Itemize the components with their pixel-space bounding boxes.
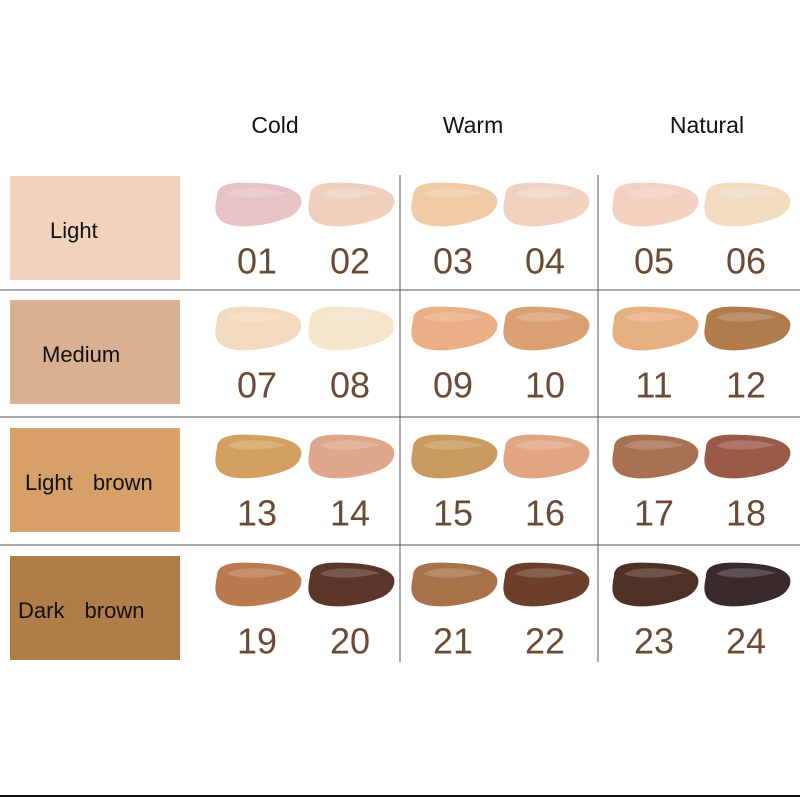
shade-swatch <box>215 182 302 227</box>
shade-swatch <box>704 562 791 607</box>
shade-highlight <box>320 188 380 198</box>
column-header: Natural <box>670 112 744 138</box>
shade-number: 21 <box>433 621 473 662</box>
shade-swatch <box>612 306 699 351</box>
shade-swatch <box>308 182 395 227</box>
shade-highlight <box>624 440 684 450</box>
shade-highlight <box>624 312 684 322</box>
shade-highlight <box>716 440 776 450</box>
shade-highlight <box>423 568 483 578</box>
shade-number: 04 <box>525 241 565 282</box>
shade-swatch <box>503 306 590 351</box>
shade-swatch <box>411 306 498 351</box>
shade-number: 17 <box>634 493 674 534</box>
shade-swatch <box>612 434 699 479</box>
shade-highlight <box>320 312 380 322</box>
shade-swatch <box>612 182 699 227</box>
shade-number: 15 <box>433 493 473 534</box>
shade-number: 07 <box>237 365 277 406</box>
shade-number: 24 <box>726 621 766 662</box>
category-label: Light brown <box>25 470 153 495</box>
shade-swatch <box>411 182 498 227</box>
shade-swatch <box>215 306 302 351</box>
category-swatch <box>10 300 180 404</box>
shade-swatch <box>503 434 590 479</box>
shade-number: 19 <box>237 621 277 662</box>
shade-highlight <box>624 568 684 578</box>
shade-swatch <box>704 306 791 351</box>
shade-number: 03 <box>433 241 473 282</box>
shade-number: 12 <box>726 365 766 406</box>
shade-swatch <box>503 562 590 607</box>
shade-swatch <box>308 562 395 607</box>
shade-highlight <box>423 188 483 198</box>
shade-highlight <box>515 188 575 198</box>
shade-number: 23 <box>634 621 674 662</box>
shade-highlight <box>515 440 575 450</box>
shade-highlight <box>515 312 575 322</box>
shade-number: 22 <box>525 621 565 662</box>
column-header: Cold <box>251 112 298 138</box>
shade-swatch <box>308 434 395 479</box>
shade-number: 11 <box>635 365 672 406</box>
shade-swatch <box>612 562 699 607</box>
shade-highlight <box>515 568 575 578</box>
shade-highlight <box>320 568 380 578</box>
shade-highlight <box>227 440 287 450</box>
shade-number: 01 <box>237 241 277 282</box>
shade-number: 02 <box>330 241 370 282</box>
shade-number: 08 <box>330 365 370 406</box>
shade-number: 10 <box>525 365 565 406</box>
shade-swatch <box>215 562 302 607</box>
shade-swatch <box>503 182 590 227</box>
shade-highlight <box>716 312 776 322</box>
shade-highlight <box>227 312 287 322</box>
shade-number: 18 <box>726 493 766 534</box>
shade-highlight <box>423 440 483 450</box>
shade-number: 14 <box>330 493 370 534</box>
shade-number: 20 <box>330 621 370 662</box>
shade-swatch <box>411 562 498 607</box>
shade-swatch <box>215 434 302 479</box>
shade-swatch <box>411 434 498 479</box>
shade-number: 16 <box>525 493 565 534</box>
shade-swatch <box>704 434 791 479</box>
category-swatch <box>10 556 180 660</box>
shade-highlight <box>227 188 287 198</box>
category-swatch <box>10 176 180 280</box>
category-label: Dark brown <box>18 598 144 623</box>
shade-highlight <box>320 440 380 450</box>
category-swatch <box>10 428 180 532</box>
category-label: Medium <box>42 342 120 367</box>
shade-number: 06 <box>726 241 766 282</box>
shade-highlight <box>624 188 684 198</box>
shade-highlight <box>716 188 776 198</box>
shade-number: 05 <box>634 241 674 282</box>
column-header: Warm <box>443 112 503 138</box>
shade-highlight <box>716 568 776 578</box>
shade-swatch <box>308 306 395 351</box>
category-label: Light <box>50 218 98 243</box>
shade-highlight <box>227 568 287 578</box>
shade-number: 13 <box>237 493 277 534</box>
shade-swatch <box>704 182 791 227</box>
shade-number: 09 <box>433 365 473 406</box>
shade-highlight <box>423 312 483 322</box>
